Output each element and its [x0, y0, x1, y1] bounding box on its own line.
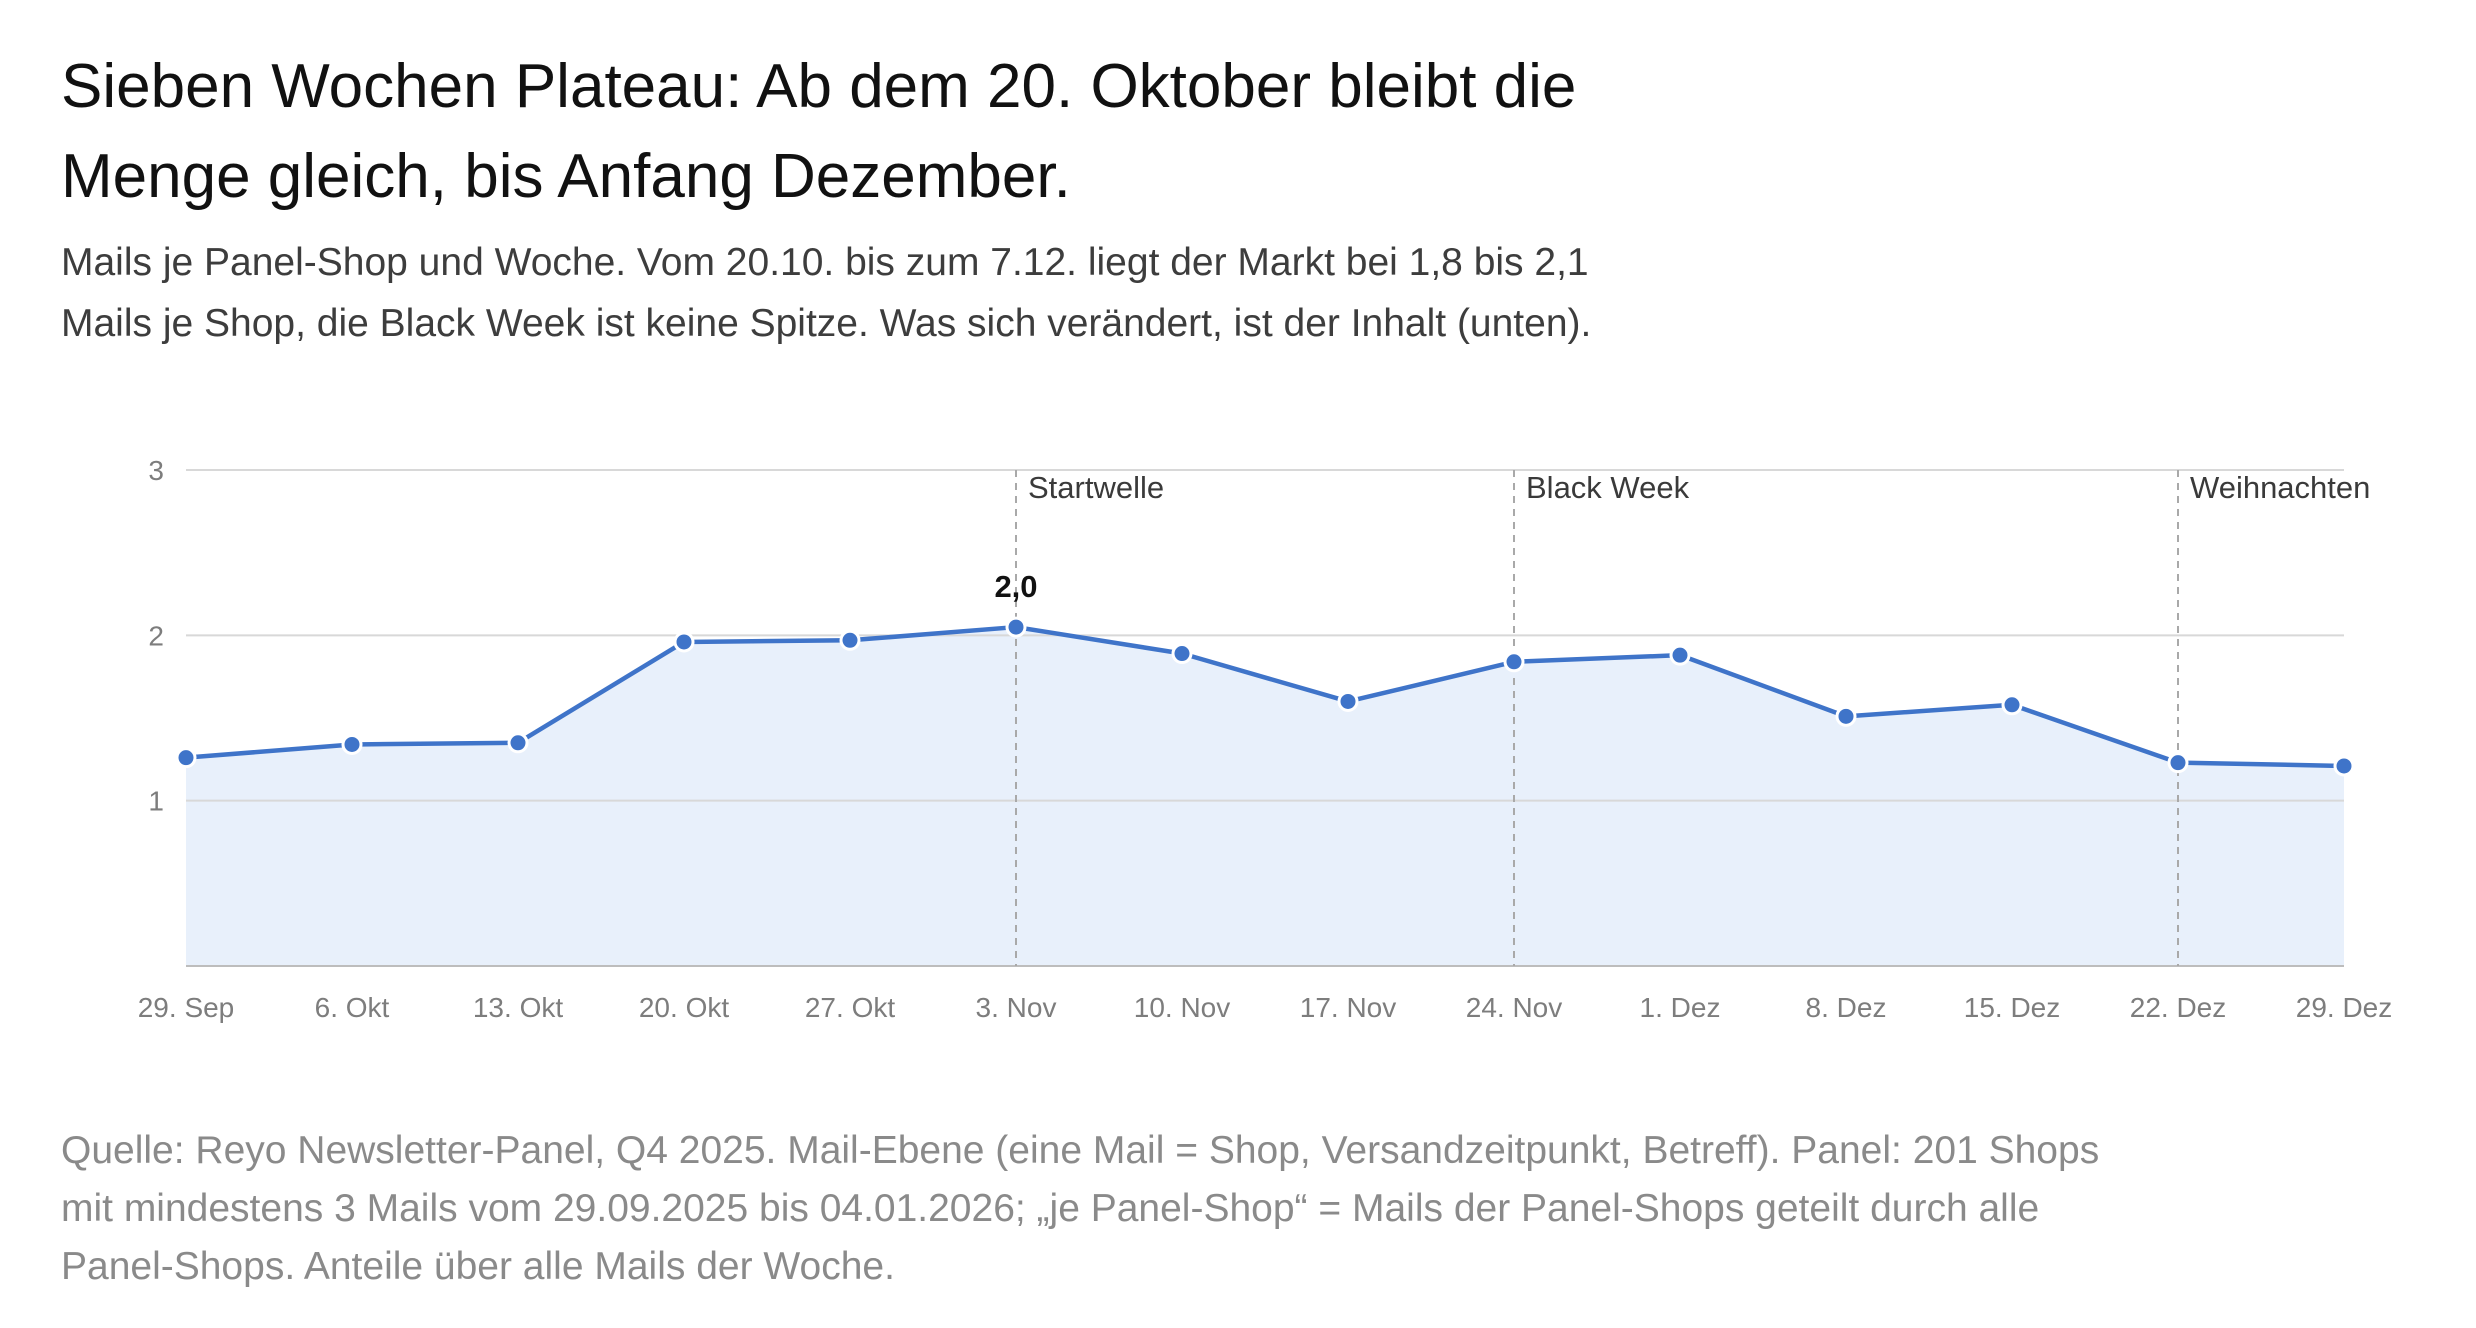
x-tick-label: 8. Dez — [1806, 992, 1887, 1023]
event-marker-label: Weihnachten — [2190, 470, 2370, 505]
data-point — [1669, 644, 1691, 666]
series-line — [183, 624, 2347, 769]
x-tick-label: 13. Okt — [473, 992, 563, 1023]
y-tick-label: 2 — [148, 620, 164, 651]
y-tick-label: 3 — [148, 455, 164, 486]
footnote-line-3: Panel-Shops. Anteile über alle Mails der… — [61, 1245, 895, 1288]
x-tick-label: 17. Nov — [1300, 992, 1397, 1023]
x-tick-label: 24. Nov — [1466, 992, 1563, 1023]
data-point — [1171, 643, 1193, 665]
event-marker-label: Black Week — [1526, 470, 1690, 505]
series-area-fill — [186, 627, 2344, 966]
data-point — [1337, 690, 1359, 712]
data-point — [175, 747, 197, 769]
data-label: 2,0 — [994, 569, 1037, 604]
x-tick-label: 22. Dez — [2130, 992, 2227, 1023]
data-point — [507, 732, 529, 754]
x-tick-label: 10. Nov — [1134, 992, 1231, 1023]
data-point — [341, 733, 363, 755]
data-point — [1503, 651, 1525, 673]
data-point — [673, 631, 695, 653]
footnote-line-1: Quelle: Reyo Newsletter-Panel, Q4 2025. … — [61, 1129, 2100, 1172]
footnote-line-2: mit mindestens 3 Mails vom 29.09.2025 bi… — [61, 1187, 2040, 1230]
data-point — [2167, 752, 2189, 774]
source-footnote: Quelle: Reyo Newsletter-Panel, Q4 2025. … — [61, 1122, 2391, 1296]
chart-title: Sieben Wochen Plateau: Ab dem 20. Oktobe… — [61, 42, 1861, 222]
x-tick-label: 29. Dez — [2296, 992, 2393, 1023]
x-tick-label: 27. Okt — [805, 992, 895, 1023]
x-tick-label: 3. Nov — [976, 992, 1057, 1023]
chart-title-line-2: Menge gleich, bis Anfang Dezember. — [61, 142, 1071, 211]
chart-subtitle: Mails je Panel-Shop und Woche. Vom 20.10… — [61, 232, 1861, 354]
data-point — [1005, 616, 1027, 638]
chart-subtitle-line-2: Mails je Shop, die Black Week ist keine … — [61, 302, 1592, 345]
data-point — [1835, 705, 1857, 727]
x-tick-label: 29. Sep — [138, 992, 235, 1023]
event-marker-label: Startwelle — [1028, 470, 1164, 505]
x-tick-label: 6. Okt — [315, 992, 390, 1023]
data-point — [2333, 755, 2355, 777]
x-tick-label: 15. Dez — [1964, 992, 2061, 1023]
y-tick-label: 1 — [148, 786, 164, 817]
data-point — [839, 629, 861, 651]
data-point — [2001, 694, 2023, 716]
x-tick-label: 20. Okt — [639, 992, 729, 1023]
chart-subtitle-line-1: Mails je Panel-Shop und Woche. Vom 20.10… — [61, 241, 1589, 284]
chart-title-line-1: Sieben Wochen Plateau: Ab dem 20. Oktobe… — [61, 52, 1577, 121]
x-tick-label: 1. Dez — [1640, 992, 1721, 1023]
